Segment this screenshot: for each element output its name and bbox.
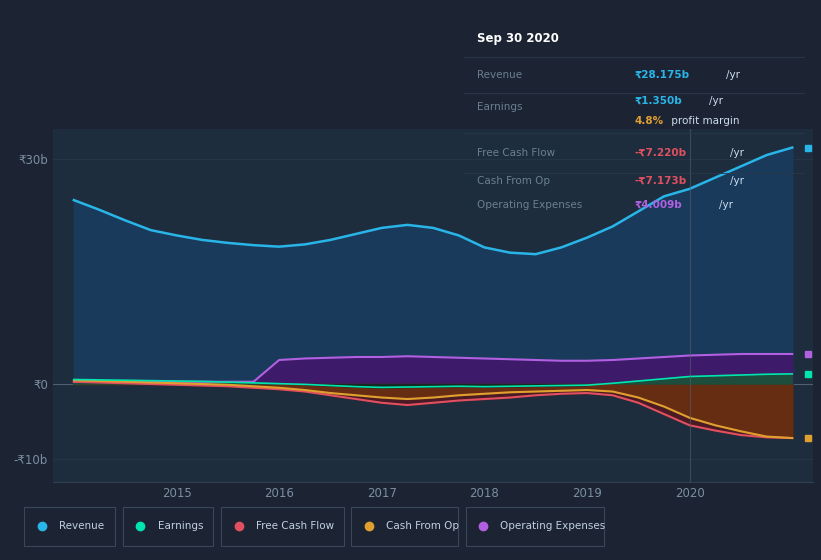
Text: /yr: /yr: [709, 96, 723, 106]
Text: Free Cash Flow: Free Cash Flow: [256, 521, 334, 531]
Text: Free Cash Flow: Free Cash Flow: [478, 148, 556, 158]
Text: 4.8%: 4.8%: [635, 116, 663, 126]
Bar: [466, 507, 603, 546]
Text: Cash From Op: Cash From Op: [386, 521, 459, 531]
Text: Sep 30 2020: Sep 30 2020: [478, 32, 559, 45]
Text: Revenue: Revenue: [59, 521, 104, 531]
Text: ₹1.350b: ₹1.350b: [635, 96, 682, 106]
Text: Operating Expenses: Operating Expenses: [500, 521, 606, 531]
Bar: [25, 507, 115, 546]
Bar: [222, 507, 343, 546]
Text: -₹7.173b: -₹7.173b: [635, 176, 686, 186]
Bar: [123, 507, 213, 546]
Text: /yr: /yr: [727, 70, 741, 80]
Text: Operating Expenses: Operating Expenses: [478, 200, 583, 210]
Text: /yr: /yr: [730, 148, 744, 158]
Text: ₹28.175b: ₹28.175b: [635, 70, 690, 80]
Text: profit margin: profit margin: [668, 116, 740, 126]
Text: Revenue: Revenue: [478, 70, 523, 80]
Text: /yr: /yr: [730, 176, 744, 186]
Text: /yr: /yr: [719, 200, 733, 210]
Text: Cash From Op: Cash From Op: [478, 176, 551, 186]
Text: -₹7.220b: -₹7.220b: [635, 148, 686, 158]
Text: ₹4.009b: ₹4.009b: [635, 200, 682, 210]
Bar: [351, 507, 458, 546]
Text: Earnings: Earnings: [158, 521, 203, 531]
Text: Earnings: Earnings: [478, 102, 523, 112]
